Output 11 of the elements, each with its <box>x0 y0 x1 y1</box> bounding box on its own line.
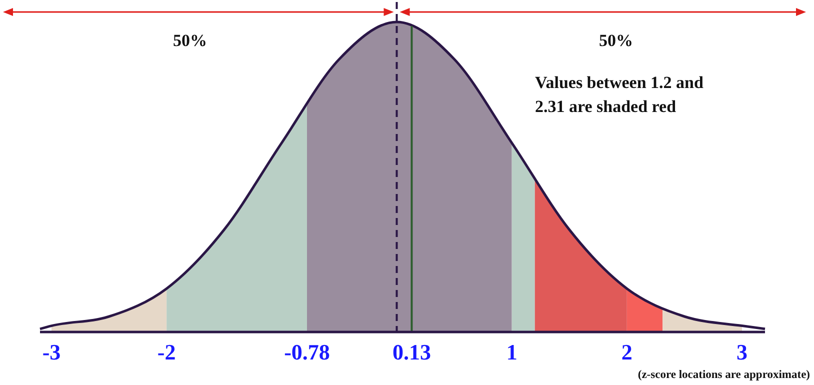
annotation: 50% <box>599 31 633 50</box>
x-tick-label: 2 <box>621 340 632 365</box>
annotation: Values between 1.2 and 2.31 are shaded red <box>535 73 704 116</box>
x-tick-label: -0.78 <box>284 340 330 365</box>
x-tick-label: 1 <box>506 340 518 365</box>
annotation: 50% <box>173 31 207 50</box>
x-tick-label: 0.13 <box>392 340 431 365</box>
x-tick-label: -3 <box>42 340 61 365</box>
x-tick-label: 3 <box>736 340 748 365</box>
text: (z-score locations are approximate) <box>638 369 810 381</box>
x-tick-label: -2 <box>157 340 176 365</box>
